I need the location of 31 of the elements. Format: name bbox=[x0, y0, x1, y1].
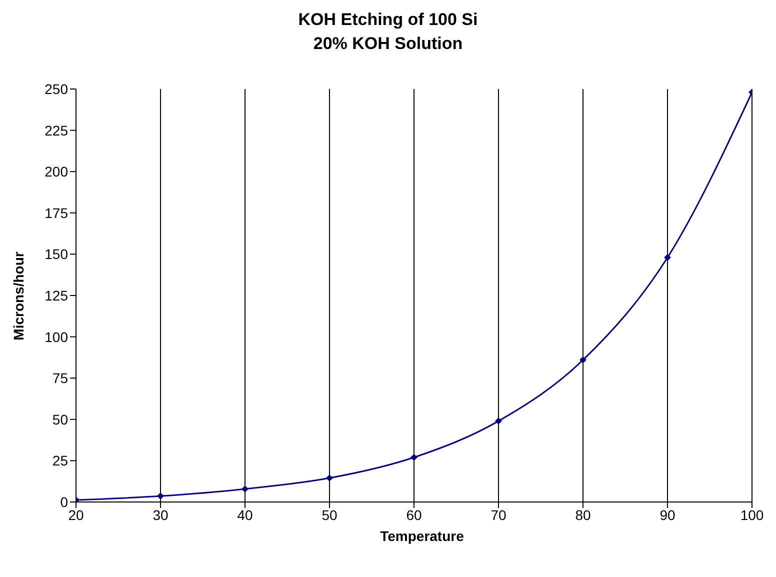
y-tick-label: 100 bbox=[44, 328, 68, 345]
point bbox=[242, 485, 248, 492]
x-tick-label: 50 bbox=[322, 506, 338, 523]
point bbox=[326, 474, 333, 482]
x-tick-label: 40 bbox=[237, 506, 253, 523]
point bbox=[157, 492, 164, 500]
x-tick-label: 80 bbox=[575, 506, 591, 523]
y-tick-label: 200 bbox=[44, 164, 68, 180]
y-tick-label: 50 bbox=[52, 411, 68, 428]
point bbox=[664, 254, 671, 262]
chart-title: KOH Etching of 100 Si bbox=[297, 9, 479, 31]
x-axis-title: Temperature bbox=[379, 528, 465, 544]
point bbox=[410, 454, 418, 461]
y-tick-label: 250 bbox=[44, 80, 68, 97]
y-tick-label: 175 bbox=[44, 204, 68, 221]
y-tick-label: 125 bbox=[44, 287, 68, 304]
x-tick-label: 70 bbox=[490, 506, 506, 523]
y-tick-label: 150 bbox=[44, 246, 68, 262]
x-tick-label: 20 bbox=[68, 506, 84, 523]
x-tick-label: 90 bbox=[660, 506, 676, 523]
x-tick-label: 100 bbox=[740, 506, 764, 523]
x-tick-label: 60 bbox=[406, 506, 422, 523]
point bbox=[580, 356, 586, 364]
y-tick-label: 75 bbox=[52, 370, 68, 386]
x-tick-label: 30 bbox=[152, 506, 168, 523]
y-axis-title: Microns/hour bbox=[10, 251, 26, 340]
point bbox=[495, 418, 502, 425]
chart-subtitle: 20% KOH Solution bbox=[312, 33, 464, 55]
y-tick-label: 0 bbox=[60, 494, 68, 510]
y-tick-label: 225 bbox=[44, 122, 68, 138]
y-tick-label: 25 bbox=[52, 452, 68, 469]
